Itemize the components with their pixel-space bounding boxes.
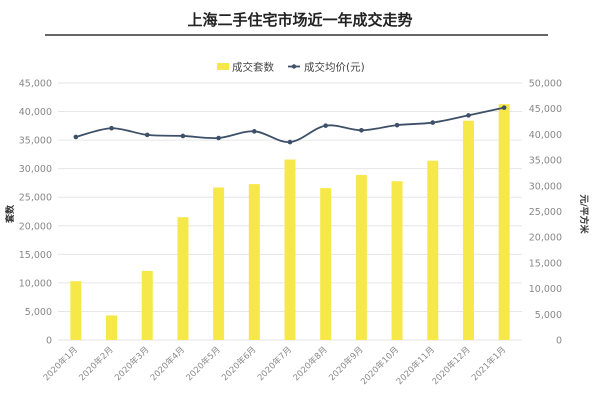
bar bbox=[320, 188, 332, 340]
line-point bbox=[252, 129, 257, 134]
line-series bbox=[73, 105, 507, 145]
y-tick-label: 40,000 bbox=[19, 107, 52, 118]
x-tick-label: 2020年6月 bbox=[220, 344, 259, 383]
y-tick-label: 25,000 bbox=[19, 193, 52, 204]
y2-tick-label: 15,000 bbox=[529, 258, 562, 269]
line-point bbox=[216, 135, 221, 141]
bar bbox=[462, 120, 474, 341]
legend-bar-label: 成交套数 bbox=[232, 61, 274, 74]
price-line bbox=[75, 106, 505, 144]
legend-line-marker bbox=[291, 64, 297, 69]
y2-tick-label: 5,000 bbox=[535, 310, 562, 321]
bar bbox=[284, 159, 296, 340]
y-axis-left-label: 套数 bbox=[4, 204, 16, 223]
x-tick-label: 2020年4月 bbox=[148, 344, 187, 383]
line-point bbox=[109, 125, 114, 131]
y2-tick-label: 0 bbox=[556, 336, 562, 347]
bar bbox=[70, 281, 82, 340]
bar bbox=[213, 187, 225, 340]
x-axis-ticks: 2020年1月2020年2月2020年3月2020年4月2020年5月2020年… bbox=[41, 344, 508, 387]
y-axis-right-ticks: 0 5,000 10,000 15,000 20,000 25,000 30,000 35,0… bbox=[529, 79, 562, 347]
bar bbox=[177, 217, 189, 340]
line-point bbox=[180, 133, 186, 139]
x-tick-label: 2020年5月 bbox=[184, 344, 223, 383]
x-tick-label: 2020年2月 bbox=[77, 344, 116, 383]
line-point bbox=[73, 134, 79, 140]
bar-series bbox=[70, 104, 510, 341]
x-tick-label: 2020年9月 bbox=[327, 344, 366, 383]
y2-tick-label: 35,000 bbox=[529, 156, 562, 167]
legend-line-label: 成交均价(元) bbox=[304, 61, 365, 74]
bar bbox=[427, 160, 439, 340]
x-tick-label: 2020年8月 bbox=[291, 344, 330, 383]
y2-tick-label: 20,000 bbox=[529, 233, 562, 244]
y-tick-label: 0 bbox=[46, 336, 52, 347]
bar bbox=[106, 315, 118, 340]
line-point bbox=[144, 132, 150, 138]
y-tick-label: 10,000 bbox=[19, 278, 52, 289]
x-tick-label: 2020年12月 bbox=[430, 344, 473, 387]
y-axis-left-ticks: 0 5,000 10,000 15,000 20,000 25,000 30,000 35,0… bbox=[19, 79, 52, 347]
bar bbox=[248, 184, 260, 340]
x-tick-label: 2020年1月 bbox=[41, 344, 80, 383]
x-tick-label: 2020年3月 bbox=[112, 344, 151, 383]
y-tick-label: 5,000 bbox=[25, 307, 52, 318]
bar bbox=[141, 270, 153, 340]
bar bbox=[391, 181, 403, 340]
y2-tick-label: 10,000 bbox=[529, 284, 562, 295]
y2-tick-label: 40,000 bbox=[529, 130, 562, 141]
line-point bbox=[323, 123, 328, 128]
x-tick-label: 2020年7月 bbox=[255, 344, 294, 383]
y2-tick-label: 30,000 bbox=[529, 181, 562, 192]
line-point bbox=[359, 127, 364, 133]
y2-tick-label: 25,000 bbox=[529, 207, 562, 218]
line-point bbox=[287, 139, 293, 145]
y-tick-label: 20,000 bbox=[19, 221, 52, 232]
y-tick-label: 45,000 bbox=[19, 79, 52, 90]
y2-tick-label: 45,000 bbox=[529, 104, 562, 115]
y-tick-label: 15,000 bbox=[19, 250, 52, 261]
line-point bbox=[394, 122, 400, 128]
bar bbox=[498, 104, 510, 341]
chart-title: 上海二手住宅市场近一年成交走势 bbox=[187, 11, 412, 29]
y-tick-label: 35,000 bbox=[19, 136, 52, 147]
x-tick-label: 2021年1月 bbox=[469, 344, 508, 383]
line-point bbox=[501, 105, 507, 110]
y-tick-label: 30,000 bbox=[19, 164, 52, 175]
line-point bbox=[466, 113, 471, 118]
y-axis-right-label: 元/平方米 bbox=[578, 194, 590, 234]
legend: 成交套数 成交均价(元) bbox=[217, 61, 365, 74]
legend-bar-swatch bbox=[217, 63, 229, 70]
bar bbox=[355, 174, 367, 340]
line-point bbox=[430, 120, 436, 125]
y2-tick-label: 50,000 bbox=[529, 79, 562, 90]
